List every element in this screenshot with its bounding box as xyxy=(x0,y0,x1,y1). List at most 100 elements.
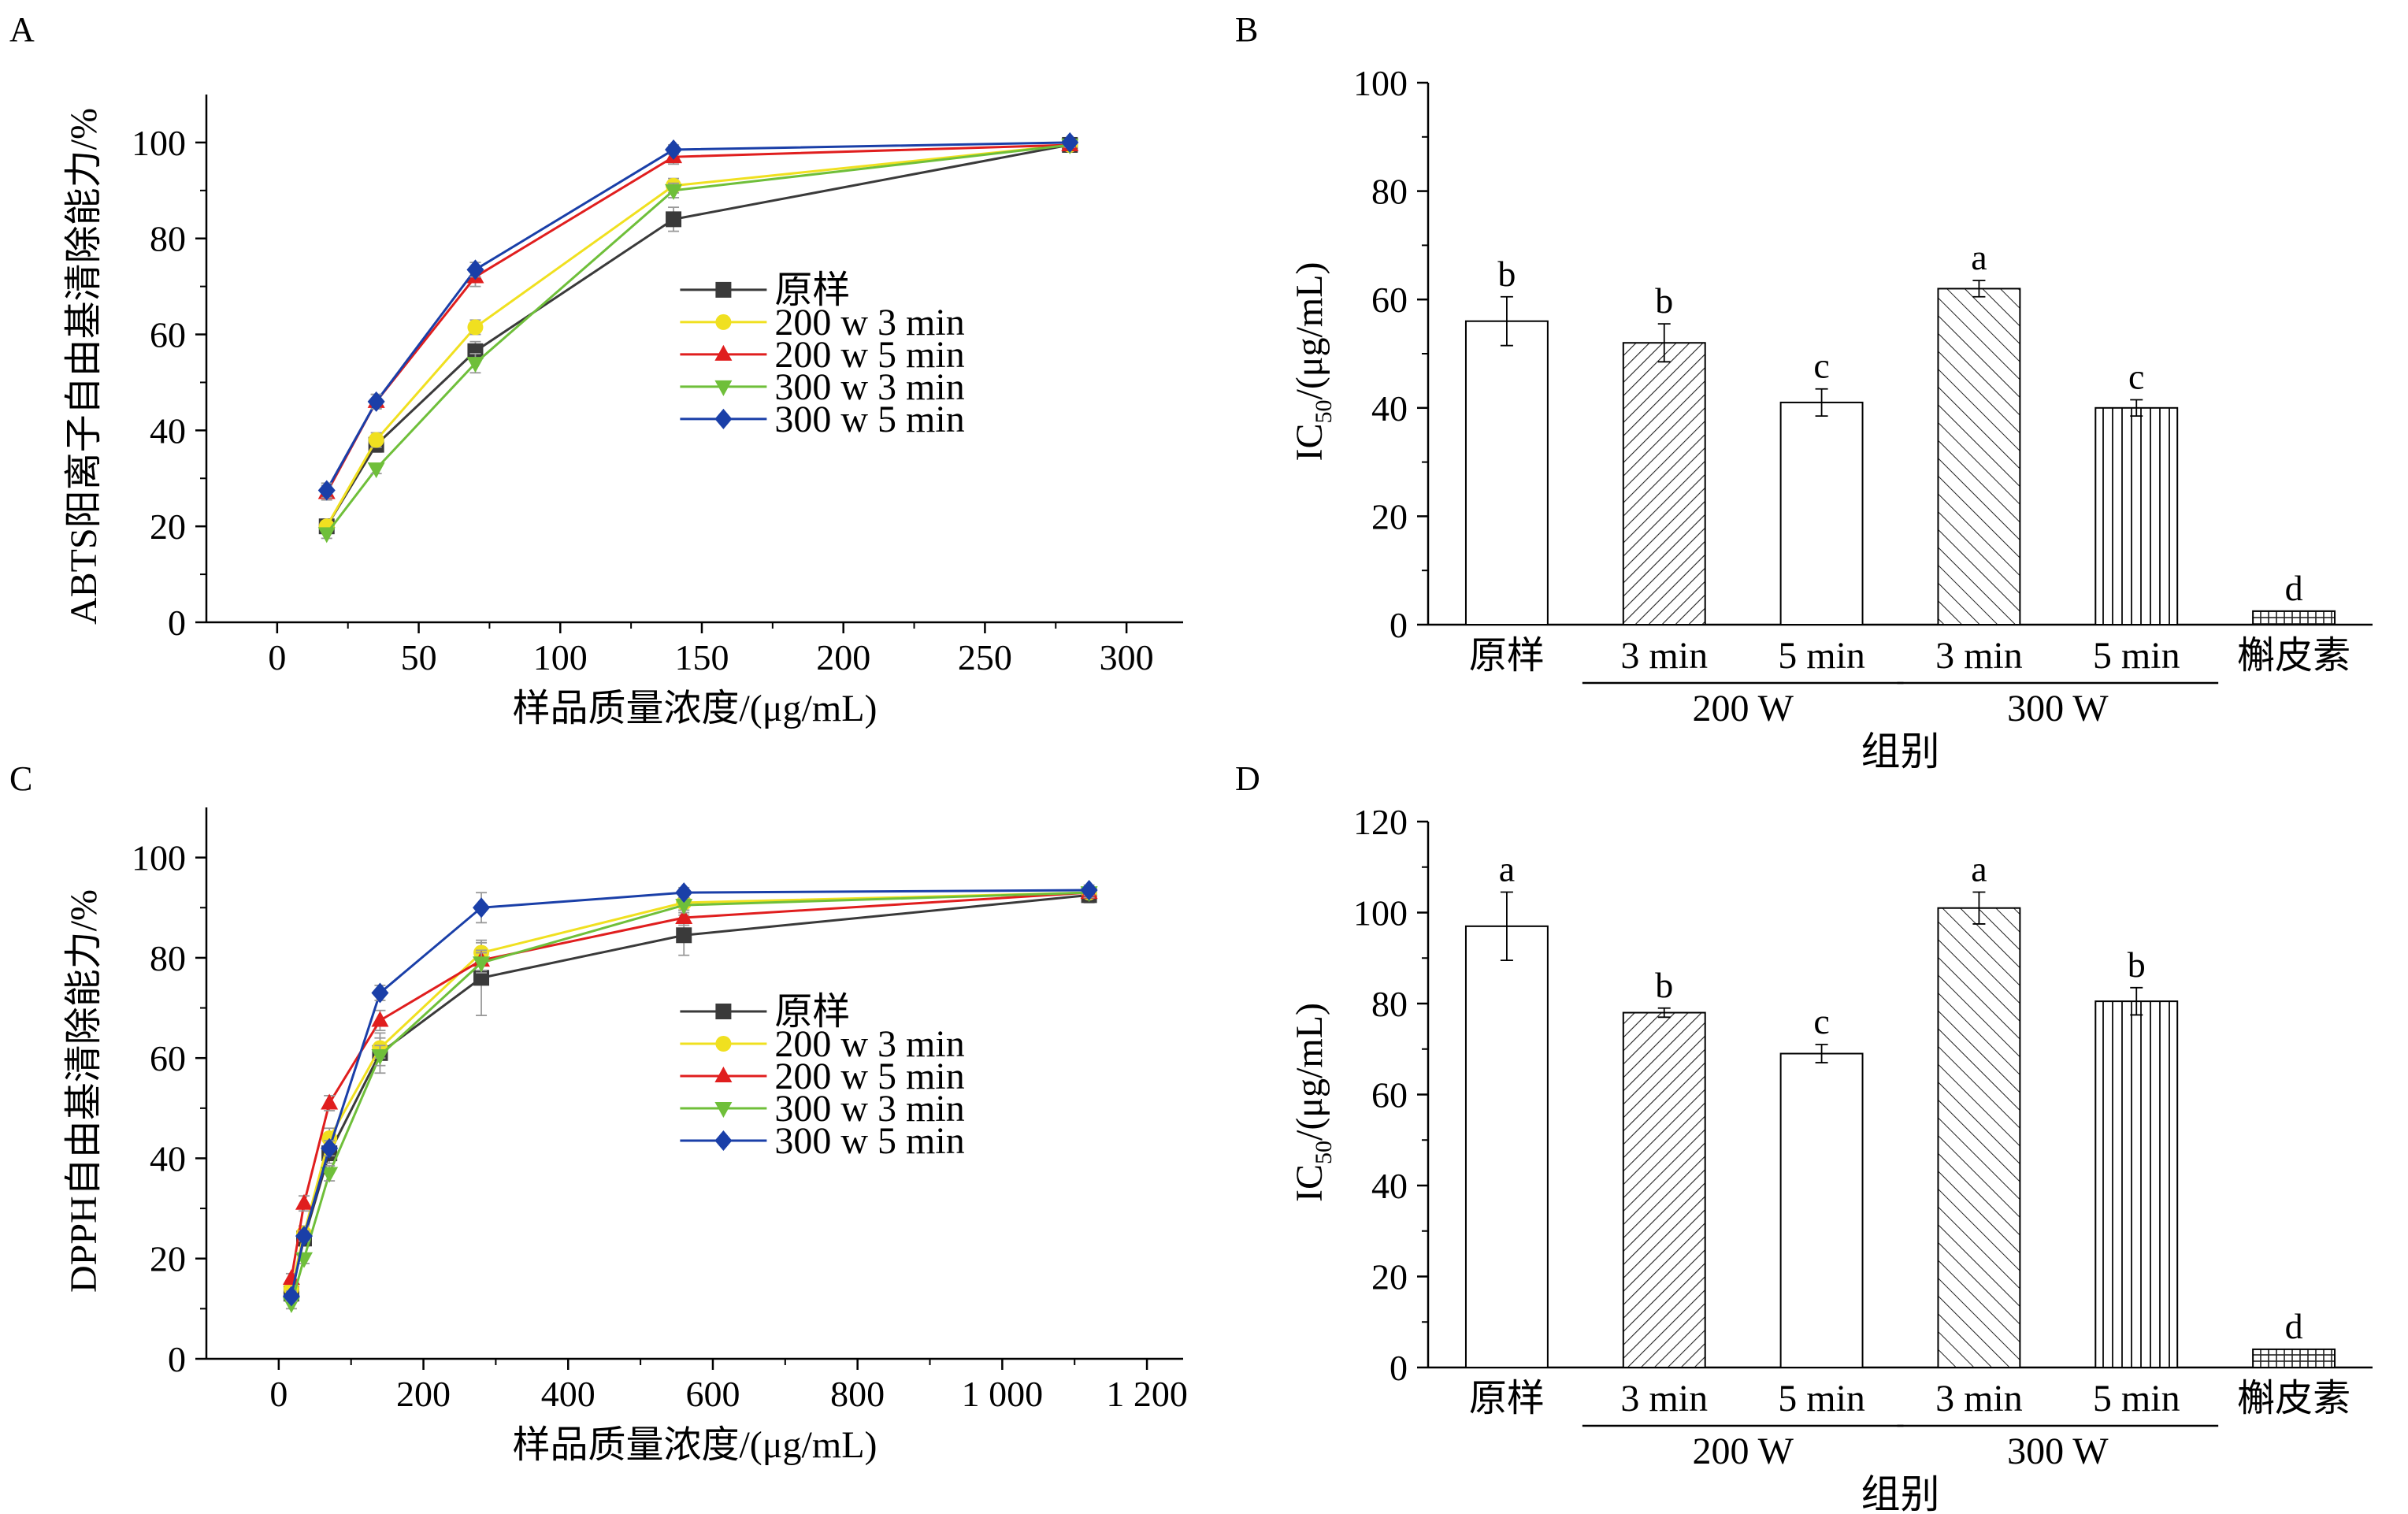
marker-triangle-up xyxy=(295,1193,313,1210)
x-axis-title: 样品质量浓度/(μg/mL) xyxy=(512,1424,877,1466)
marker-diamond xyxy=(1061,132,1079,153)
y-axis-title: DPPH自由基清除能力/% xyxy=(63,889,105,1293)
y-tick-label: 40 xyxy=(150,410,186,451)
y-tick-label: 0 xyxy=(168,603,186,643)
panel-b: B 0 20 40 60 80 100 b 原样 b 3 min c 5 min a 3 min c 5 mi… xyxy=(1235,10,2373,774)
x-tick-label: 250 xyxy=(958,637,1012,677)
series-line xyxy=(290,889,1089,1297)
y-tick-label: 20 xyxy=(150,507,186,547)
significance-letter: b xyxy=(2128,944,2146,985)
x-axis-title: 组别 xyxy=(1861,729,1940,774)
x-tick-label: 5 min xyxy=(2093,635,2180,677)
marker-square xyxy=(473,970,490,986)
legend-label: 300 w 3 min xyxy=(774,366,964,408)
x-tick-label: 200 xyxy=(396,1374,451,1414)
y-axis-title: IC50/(μg/mL) xyxy=(1289,262,1337,461)
marker-triangle-down xyxy=(371,1049,389,1065)
x-tick-label: 3 min xyxy=(1620,1378,1708,1419)
abts-line-chart: 0 20 40 60 80 100 0 50 100 150 200 250 300 样品质量浓度/(μg… xyxy=(63,95,1183,729)
marker-square xyxy=(715,1004,732,1019)
x-tick-label: 5 min xyxy=(1778,635,1865,677)
y-tick-label: 100 xyxy=(1353,63,1408,103)
y-tick-label: 40 xyxy=(1371,1166,1408,1206)
x-axis-title: 组别 xyxy=(1861,1472,1940,1514)
y-tick-label: 20 xyxy=(150,1239,186,1279)
marker-circle xyxy=(715,314,732,330)
legend-label: 200 w 3 min xyxy=(774,302,964,343)
marker-diamond xyxy=(714,1130,733,1151)
series-0 xyxy=(283,886,1097,1302)
marker-triangle-down xyxy=(367,462,385,479)
group-label: 200 W xyxy=(1692,1431,1794,1472)
x-tick-label: 600 xyxy=(685,1374,740,1414)
marker-circle xyxy=(715,1036,732,1052)
panel-letter: A xyxy=(9,10,35,49)
marker-triangle-down xyxy=(321,1167,339,1183)
bar xyxy=(1622,342,1706,625)
y-tick-label: 100 xyxy=(132,123,186,163)
series-4 xyxy=(282,880,1098,1307)
dpph-ic50-bar-chart: 0 20 40 60 80 100 120 a 原样 b 3 min c 5 min a 3 min b 5 m… xyxy=(1289,802,2373,1514)
legend-label: 300 w 3 min xyxy=(774,1088,964,1130)
x-tick-label: 5 min xyxy=(2093,1378,2180,1419)
y-tick-label: 60 xyxy=(150,1038,186,1078)
significance-letter: a xyxy=(1971,849,1987,889)
marker-square xyxy=(467,343,484,359)
x-tick-label: 0 xyxy=(268,637,286,677)
y-tick-label: 80 xyxy=(1371,172,1408,212)
x-tick-label: 0 xyxy=(269,1374,288,1414)
legend-label: 原样 xyxy=(774,991,850,1033)
y-tick-label: 80 xyxy=(1371,984,1408,1024)
group-label: 300 W xyxy=(2007,688,2109,729)
x-tick-label: 槲皮素 xyxy=(2237,635,2350,677)
bar xyxy=(1464,925,1549,1368)
marker-diamond xyxy=(675,882,693,904)
marker-triangle-up xyxy=(321,1093,339,1110)
marker-triangle-down xyxy=(473,956,491,973)
panel-letter: D xyxy=(1235,759,1260,798)
x-tick-label: 1 200 xyxy=(1106,1374,1188,1414)
abts-ic50-bar-chart: 0 20 40 60 80 100 b 原样 b 3 min c 5 min a 3 min c 5 min d… xyxy=(1289,63,2373,774)
x-tick-label: 400 xyxy=(541,1374,596,1414)
legend-label: 200 w 5 min xyxy=(774,1056,964,1097)
marker-square xyxy=(676,927,692,944)
y-tick-label: 100 xyxy=(1353,893,1408,933)
marker-triangle-up xyxy=(714,344,733,361)
bar xyxy=(1779,401,1864,625)
marker-diamond xyxy=(466,259,484,280)
legend-label: 300 w 5 min xyxy=(774,1120,964,1162)
legend-label: 300 w 5 min xyxy=(774,399,964,440)
series-line xyxy=(290,891,1089,1289)
significance-letter: d xyxy=(2285,1306,2303,1346)
significance-letter: a xyxy=(1971,237,1987,277)
y-tick-label: 20 xyxy=(1371,496,1408,536)
y-tick-label: 0 xyxy=(1390,1348,1408,1388)
y-tick-label: 0 xyxy=(1390,605,1408,645)
y-tick-label: 40 xyxy=(1371,388,1408,429)
x-axis-title: 样品质量浓度/(μg/mL) xyxy=(512,688,877,729)
y-tick-label: 120 xyxy=(1353,802,1408,842)
y-tick-label: 0 xyxy=(168,1339,186,1379)
significance-letter: c xyxy=(1813,346,1829,386)
marker-square xyxy=(715,281,732,298)
significance-letter: b xyxy=(1655,965,1673,1005)
legend-label: 原样 xyxy=(774,269,850,311)
x-tick-label: 槲皮素 xyxy=(2237,1378,2350,1419)
marker-triangle-up xyxy=(675,908,693,924)
bar xyxy=(1779,1052,1864,1369)
series-1 xyxy=(283,885,1097,1297)
group-label: 200 W xyxy=(1692,688,1794,729)
series-3 xyxy=(317,138,1079,544)
bar xyxy=(1464,320,1549,625)
x-tick-label: 800 xyxy=(830,1374,885,1414)
significance-letter: d xyxy=(2285,568,2303,608)
significance-letter: b xyxy=(1497,254,1516,294)
marker-triangle-down xyxy=(317,527,336,544)
panel-d: D 0 20 40 60 80 100 120 a 原样 b 3 min c 5 min a 3 min b 5… xyxy=(1235,759,2373,1514)
marker-square xyxy=(666,211,682,228)
marker-triangle-down xyxy=(675,899,693,915)
x-tick-label: 5 min xyxy=(1778,1378,1865,1419)
